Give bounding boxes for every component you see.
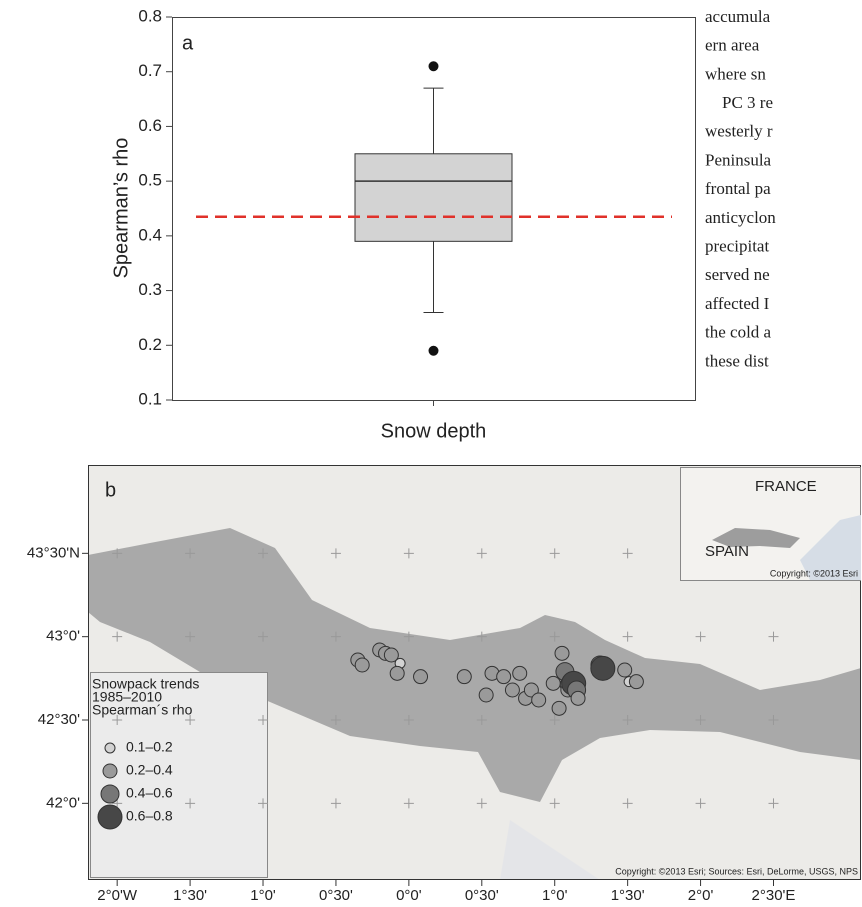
station-point	[555, 646, 569, 660]
station-point	[629, 675, 643, 689]
x-tick-label: 1°0'	[542, 887, 568, 904]
y-tick-label: 42°30'	[38, 711, 80, 728]
y-tick-label: 0.4	[138, 225, 162, 244]
body-text-line: accumula	[705, 7, 771, 26]
station-point	[552, 701, 566, 715]
legend-label: 0.2–0.4	[126, 762, 173, 778]
body-text-line: ern area	[705, 36, 760, 55]
box	[355, 154, 512, 242]
inset-copyright: Copyright: ©2013 Esri	[770, 568, 858, 578]
station-point	[355, 658, 369, 672]
page: 0.1 0.2 0.3 0.4 0.5 0.6 0.7 0.8 Spearman’s rho a S…	[0, 0, 862, 907]
y-axis-label: Spearman’s rho	[110, 138, 132, 279]
y-tick-label: 0.7	[138, 61, 162, 80]
legend-label: 0.1–0.2	[126, 739, 173, 755]
body-text-line: served ne	[705, 265, 770, 284]
station-point	[414, 670, 428, 684]
y-tick-label: 0.3	[138, 280, 162, 299]
legend-marker	[98, 805, 122, 829]
x-tick-label: 1°0'	[250, 887, 276, 904]
body-text-line: these dist	[705, 351, 769, 370]
station-point	[457, 670, 471, 684]
station-point	[390, 666, 404, 680]
y-tick-label: 43°0'	[46, 628, 80, 645]
y-tick-label: 0.5	[138, 171, 162, 190]
y-tick-label: 0.6	[138, 116, 162, 135]
y-tick-label: 0.1	[138, 389, 162, 408]
x-tick-label: Snow depth	[381, 420, 487, 442]
body-text-line: where sn	[705, 64, 766, 83]
legend-label: 0.6–0.8	[126, 808, 173, 824]
station-point	[513, 666, 527, 680]
body-text-line: anticyclon	[705, 208, 776, 227]
legend-title: Spearman´s rho	[92, 702, 193, 718]
panel-label: a	[182, 32, 194, 54]
copyright: Copyright: ©2013 Esri; Sources: Esri, De…	[615, 866, 858, 876]
x-tick-label: 0°30'	[319, 887, 353, 904]
body-text-line: affected I	[705, 294, 770, 313]
panel-label: b	[105, 479, 116, 501]
inset-label: SPAIN	[705, 543, 749, 560]
x-tick-label: 2°30'E	[752, 887, 796, 904]
y-tick-label: 43°30'N	[27, 544, 80, 561]
x-tick-label: 0°0'	[396, 887, 422, 904]
y-tick-label: 0.2	[138, 335, 162, 354]
station-point	[546, 676, 560, 690]
station-point	[497, 670, 511, 684]
x-tick-label: 2°0'W	[97, 887, 138, 904]
outlier	[429, 61, 439, 71]
x-tick-label: 2°0'	[688, 887, 714, 904]
station-point	[591, 656, 615, 680]
x-tick-label: 1°30'	[611, 887, 645, 904]
figure: 0.1 0.2 0.3 0.4 0.5 0.6 0.7 0.8 Spearman’s rho a S…	[0, 0, 862, 907]
station-point	[571, 691, 585, 705]
station-point	[505, 683, 519, 697]
station-point	[532, 693, 546, 707]
outlier	[429, 346, 439, 356]
y-tick-label: 0.8	[138, 6, 162, 25]
station-point	[479, 688, 493, 702]
legend-marker	[105, 743, 115, 753]
body-text-line: westerly r	[705, 122, 773, 141]
body-text-line: the cold a	[705, 323, 772, 342]
body-text-line: PC 3 re	[722, 93, 773, 112]
legend-marker	[101, 785, 119, 803]
legend-marker	[103, 764, 117, 778]
x-tick-label: 1°30'	[173, 887, 207, 904]
body-text-line: Peninsula	[705, 150, 772, 169]
x-tick-label: 0°30'	[465, 887, 499, 904]
inset-label: FRANCE	[755, 478, 817, 495]
body-text-line: frontal pa	[705, 179, 771, 198]
station-point	[618, 663, 632, 677]
body-text-line: precipitat	[705, 237, 769, 256]
y-tick-label: 42°0'	[46, 794, 80, 811]
legend-label: 0.4–0.6	[126, 785, 173, 801]
